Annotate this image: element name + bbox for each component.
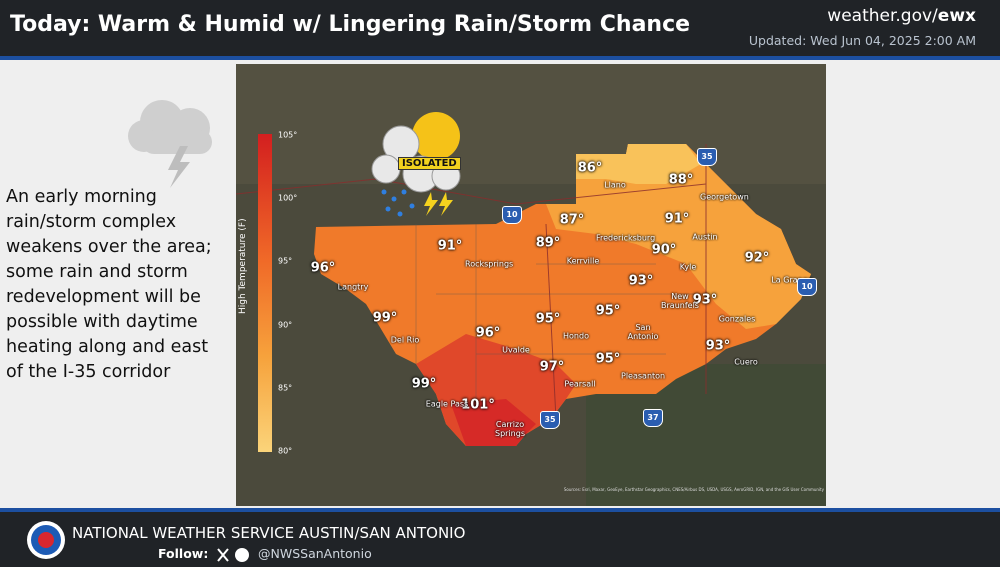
weather-icon-label: ISOLATED: [398, 157, 461, 170]
legend-tick-label: 90°: [278, 320, 293, 330]
nws-logo: [27, 521, 65, 559]
city-label: Pearsall: [564, 379, 596, 389]
legend-title: High Temperature (F): [238, 218, 248, 314]
site-prefix: weather.gov/: [827, 6, 938, 26]
temperature-label: 97°: [539, 359, 565, 375]
office-name: NATIONAL WEATHER SERVICE AUSTIN/SAN ANTO…: [72, 524, 466, 542]
city-label: New Braunfels: [661, 292, 699, 310]
temperature-label: 95°: [595, 351, 621, 367]
temperature-label: 88°: [668, 172, 694, 188]
updated-time: Updated: Wed Jun 04, 2025 2:00 AM: [748, 33, 976, 48]
temperature-label: 95°: [535, 311, 561, 327]
follow-label: Follow:: [158, 546, 209, 561]
temperature-label: 95°: [595, 303, 621, 319]
map: ISOLATED High Temperature (F) Sources: E…: [236, 64, 826, 506]
highway-shield: 35: [697, 148, 717, 166]
social-icons: [217, 548, 249, 562]
highway-shield: 37: [643, 409, 663, 427]
temperature-label: 92°: [744, 250, 770, 266]
temperature-label: 96°: [475, 325, 501, 341]
temperature-label: 86°: [577, 160, 603, 176]
city-label: Kerrville: [566, 256, 600, 266]
temperature-label: 99°: [372, 310, 398, 326]
city-label: Gonzales: [718, 314, 756, 324]
city-label: Kyle: [679, 262, 697, 272]
site-link[interactable]: weather.gov/ewx: [827, 6, 976, 26]
temperature-label: 96°: [310, 260, 336, 276]
city-label: Austin: [692, 232, 718, 242]
header: Today: Warm & Humid w/ Lingering Rain/St…: [0, 0, 1000, 60]
city-label: La Grange: [771, 275, 813, 285]
map-base: [236, 64, 826, 506]
description: An early morning rain/storm complex weak…: [6, 187, 212, 382]
highway-shield: 10: [502, 206, 522, 224]
title: Today: Warm & Humid w/ Lingering Rain/St…: [10, 12, 691, 37]
map-source: Sources: Esri, Maxar, GeoEye, Earthstar …: [563, 487, 824, 492]
city-label: Cuero: [734, 357, 758, 367]
highway-shield: 10: [797, 278, 817, 296]
city-label: Uvalde: [502, 345, 530, 355]
temperature-label: 87°: [559, 212, 585, 228]
legend-tick-label: 100°: [278, 193, 298, 203]
social-handle[interactable]: @NWSSanAntonio: [258, 546, 372, 561]
city-label: Eagle Pass: [425, 399, 469, 409]
city-label: Rocksprings: [465, 259, 514, 269]
storm-icon: [128, 100, 212, 188]
temperature-label: 93°: [692, 292, 718, 308]
site-office: ewx: [937, 6, 976, 26]
city-label: Fredericksburg: [596, 233, 656, 243]
legend-tick-label: 105°: [278, 130, 298, 140]
temperature-label: 90°: [651, 242, 677, 258]
city-label: Hondo: [563, 331, 589, 341]
city-label: Carrizo Springs: [495, 420, 525, 438]
temperature-label: 93°: [628, 273, 654, 289]
temperature-label: 93°: [705, 338, 731, 354]
city-label: Langtry: [337, 282, 369, 292]
city-label: Pleasanton: [621, 371, 666, 381]
temperature-label: 91°: [664, 211, 690, 227]
temperature-label: 99°: [411, 376, 437, 392]
temperature-label: 91°: [437, 238, 463, 254]
city-label: Georgetown: [700, 192, 749, 202]
legend-tick-label: 95°: [278, 256, 293, 266]
footer: NATIONAL WEATHER SERVICE AUSTIN/SAN ANTO…: [0, 508, 1000, 567]
highway-shield: 35: [540, 411, 560, 429]
temperature-label: 101°: [461, 397, 495, 413]
city-label: Del Rio: [390, 335, 420, 345]
temperature-label: 89°: [535, 235, 561, 251]
legend-tick-label: 85°: [278, 383, 293, 393]
city-label: Llano: [604, 180, 626, 190]
legend-tick-label: 80°: [278, 446, 293, 456]
city-label: San Antonio: [627, 323, 659, 341]
